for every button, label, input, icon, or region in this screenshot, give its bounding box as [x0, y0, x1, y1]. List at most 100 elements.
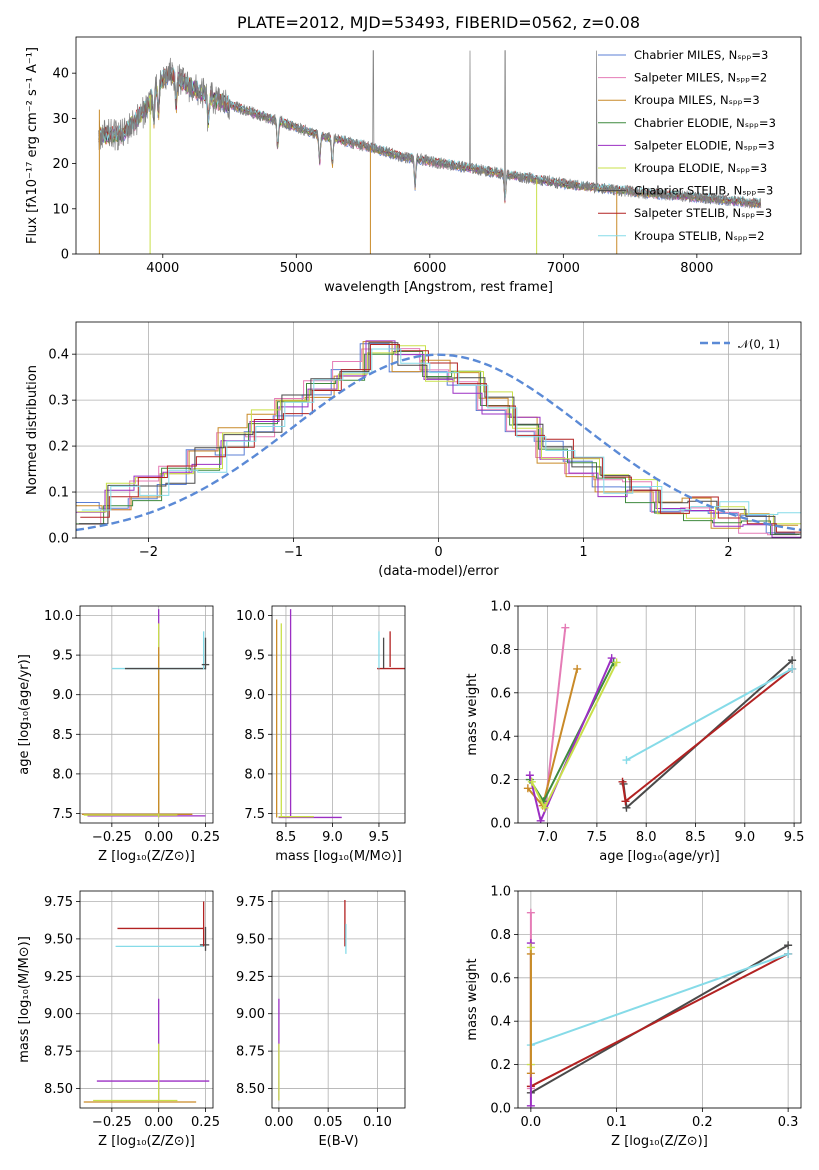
chart-title: PLATE=2012, MJD=53493, FIBERID=0562, z=0… — [237, 13, 640, 32]
x-tick-label: 2 — [724, 545, 732, 560]
weight-marker — [526, 908, 535, 917]
weight-line-3 — [528, 657, 613, 823]
ageMass-frame — [271, 605, 406, 824]
y-axis-label: mass weight — [465, 958, 480, 1040]
legend-entry: Kroupa STELIB, Nₛₚₚ=2 — [634, 229, 765, 243]
x-tick-label: 0.10 — [363, 1115, 392, 1130]
y-tick-label: 0.2 — [48, 440, 69, 455]
x-tick-label: 0.05 — [314, 1115, 343, 1130]
y-tick-label: 0.3 — [48, 394, 69, 409]
x-tick-label: 8000 — [680, 261, 713, 276]
y-tick-label: 0.8 — [490, 643, 511, 658]
clip-weightAge-plot — [523, 623, 797, 823]
y-tick-label: 9.0 — [244, 688, 265, 703]
y-tick-label: 9.00 — [236, 1007, 265, 1022]
x-tick-label: 7000 — [547, 261, 580, 276]
histogram-step-0 — [76, 343, 796, 534]
x-tick-label: 6000 — [413, 261, 446, 276]
y-tick-label: 7.5 — [52, 807, 73, 822]
legend-entry: Salpeter ELODIE, Nₛₚₚ=3 — [634, 138, 775, 152]
x-tick-label: 5000 — [280, 261, 313, 276]
weight-line-7 — [626, 668, 793, 761]
ageZ-frame — [79, 605, 214, 824]
massEbv-frame — [271, 890, 406, 1109]
legend-entry: Salpeter STELIB, Nₛₚₚ=3 — [634, 206, 772, 220]
y-axis-label: mass weight — [465, 673, 480, 755]
y-tick-label: 8.50 — [44, 1082, 73, 1097]
x-tick-label: 0.25 — [191, 830, 220, 845]
weightZ-frame — [517, 890, 802, 1109]
y-tick-label: 30 — [52, 112, 69, 127]
clip-weightZ-plot — [526, 908, 793, 1108]
x-tick-label: 7.5 — [587, 830, 608, 845]
weight-marker — [612, 658, 621, 667]
massZ-axes: −0.25 0.00 0.25 8.50 8.75 9.00 9.25 9.50 9.75 Z [… — [17, 891, 220, 1149]
x-tick-label: 0.3 — [778, 1115, 799, 1130]
y-tick-label: 9.50 — [236, 932, 265, 947]
histogram-step-8 — [81, 348, 801, 515]
residuals-frame — [75, 321, 802, 539]
histogram-step-7 — [80, 344, 801, 533]
weight-line-2 — [530, 952, 789, 1047]
x-tick-label: 8.5 — [685, 830, 706, 845]
x-axis-label: (data-model)/error — [378, 564, 499, 579]
weight-marker — [784, 941, 793, 950]
x-tick-label: 4000 — [146, 261, 179, 276]
massZ-frame — [79, 890, 214, 1109]
y-tick-label: 0.0 — [490, 1102, 511, 1117]
spectrum-legend: Chabrier MILES, Nₛₚₚ=3 Salpeter MILES, Nₛ… — [598, 48, 776, 243]
x-axis-label: Z [log₁₀(Z/Z⊙)] — [98, 1134, 195, 1149]
y-tick-label: 1.0 — [490, 885, 511, 900]
x-tick-label: 9.5 — [784, 830, 805, 845]
x-axis-label: Z [log₁₀(Z/Z⊙)] — [98, 849, 195, 864]
weightAge-axes: 7.0 7.5 8.0 8.5 9.0 9.5 0.0 0.2 0.4 0.6 0.8 1.0 age … — [465, 600, 804, 865]
x-tick-label: 0 — [434, 545, 442, 560]
x-tick-label: 0.00 — [144, 830, 173, 845]
y-tick-label: 0.0 — [490, 817, 511, 832]
y-tick-label: 0.0 — [48, 532, 69, 547]
y-tick-label: 0.2 — [490, 1058, 511, 1073]
y-tick-label: 9.25 — [236, 970, 265, 985]
clip-spectrum-plot — [98, 50, 762, 254]
x-tick-label: −0.25 — [92, 1115, 132, 1130]
x-axis-label: age [log₁₀(age/yr)] — [599, 849, 720, 864]
spectrum-frame — [75, 36, 802, 255]
y-tick-label: 8.5 — [244, 728, 265, 743]
x-tick-label: 0.0 — [521, 1115, 542, 1130]
y-tick-label: 8.75 — [236, 1045, 265, 1060]
y-axis-label: Flux [fλ10⁻¹⁷ erg cm⁻² s⁻¹ A⁻¹] — [25, 47, 40, 244]
y-tick-label: 0.6 — [490, 686, 511, 701]
x-tick-label: 9.0 — [322, 830, 343, 845]
ageZ-axes: −0.25 0.00 0.25 7.5 8.0 8.5 9.0 9.5 10.0 Z [log₁₀… — [17, 606, 220, 864]
weight-marker — [621, 797, 630, 806]
x-axis-label: E(B-V) — [318, 1134, 358, 1149]
y-tick-label: 8.75 — [44, 1045, 73, 1060]
y-tick-label: 8.0 — [244, 767, 265, 782]
clip-ageZ-plot — [81, 609, 210, 818]
y-tick-label: 1.0 — [490, 600, 511, 615]
x-tick-label: 0.25 — [191, 1115, 220, 1130]
y-tick-label: 7.5 — [244, 807, 265, 822]
weight-marker — [784, 949, 793, 958]
weight-marker — [788, 664, 797, 673]
x-tick-label: 8.0 — [636, 830, 657, 845]
y-tick-label: 40 — [52, 67, 69, 82]
histogram-step-6 — [78, 342, 801, 535]
weight-marker — [526, 1101, 535, 1108]
y-tick-label: 0.4 — [490, 1015, 511, 1030]
spectrum-axes: 4000 5000 6000 7000 8000 0 10 20 30 40 wavelength … — [25, 47, 713, 295]
legend-entry: Kroupa MILES, Nₛₚₚ=3 — [634, 93, 760, 107]
legend-entry: Salpeter MILES, Nₛₚₚ=2 — [634, 71, 767, 85]
weight-marker — [573, 664, 582, 673]
weightZ-axes: 0.0 0.1 0.2 0.3 0.0 0.2 0.4 0.6 0.8 1.0 Z [log₁₀(Z… — [465, 885, 801, 1149]
y-tick-label: 9.75 — [44, 895, 73, 910]
massEbv-axes: 0.00 0.05 0.10 8.50 8.75 9.00 9.25 9.50 9.75 E(B-… — [236, 891, 405, 1149]
weight-line-6 — [621, 668, 793, 804]
ageMass-axes: 8.5 9.0 9.5 7.5 8.0 8.5 9.0 9.5 10.0 mass [log₁₀(… — [236, 606, 405, 864]
x-tick-label: 0.00 — [264, 1115, 293, 1130]
x-tick-label: 1 — [579, 545, 587, 560]
weight-marker — [526, 949, 535, 958]
y-tick-label: 9.5 — [52, 649, 73, 664]
clip-massZ-plot — [83, 901, 210, 1103]
